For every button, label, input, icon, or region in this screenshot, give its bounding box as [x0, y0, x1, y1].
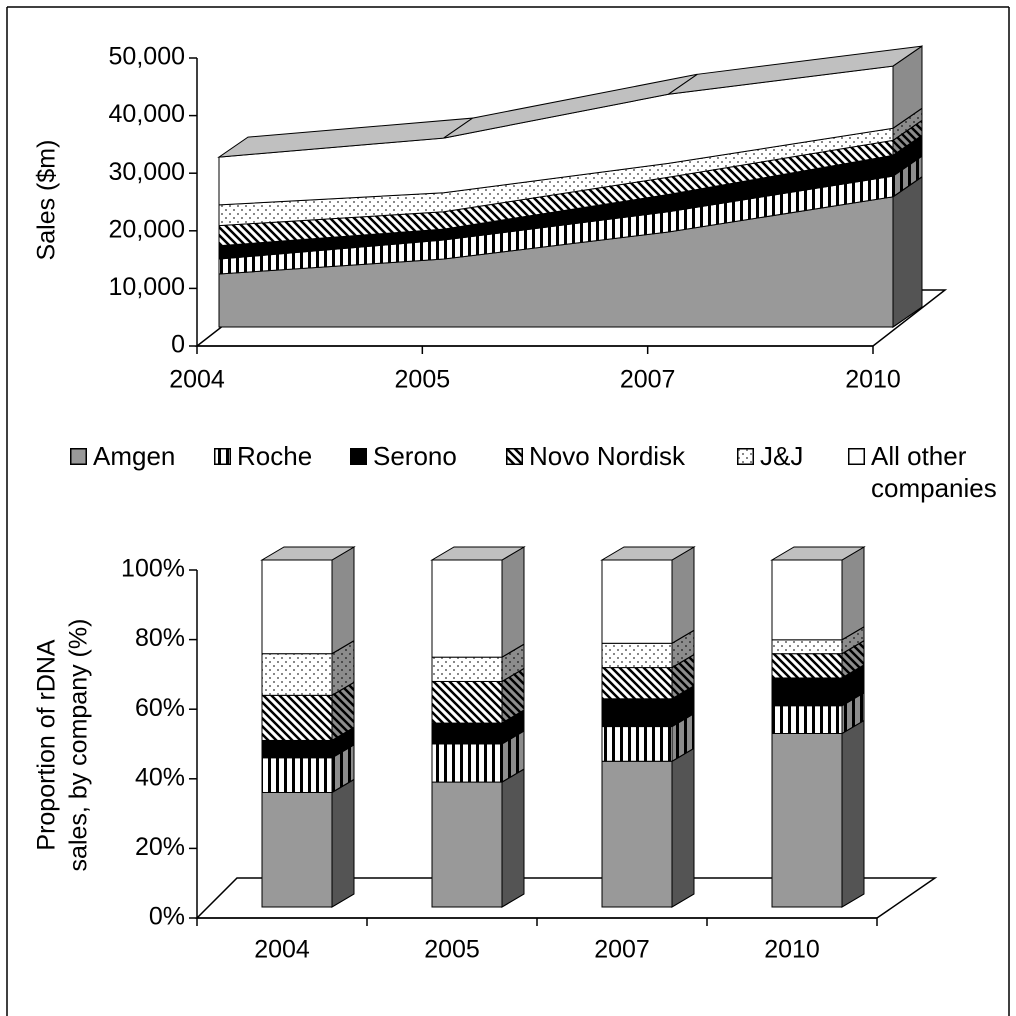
bar [601, 726, 673, 762]
legend-item: Amgen [70, 440, 175, 472]
bar [431, 722, 503, 745]
legend-item: Roche [214, 440, 312, 472]
bar [601, 642, 673, 669]
bar-top [430, 546, 526, 561]
x-tick-label: 2007 [620, 366, 676, 394]
side-shade [671, 747, 695, 908]
bar [771, 559, 843, 641]
bar-top [600, 546, 696, 561]
side-shade [331, 778, 355, 908]
bar [261, 757, 333, 793]
legend-swatch-rect [737, 448, 754, 465]
y-tick-label: 80% [135, 624, 185, 652]
top-face [668, 45, 923, 95]
bar-top [260, 546, 356, 561]
legend-item: Serono [350, 440, 457, 472]
legend-swatch [70, 448, 87, 465]
y-tick-label: 60% [135, 694, 185, 722]
side-shade [671, 546, 695, 645]
x-tick-label: 2007 [594, 936, 650, 964]
bar [771, 653, 843, 679]
legend-swatch-rect [350, 448, 367, 465]
x-tick-label: 2005 [424, 936, 480, 964]
legend-label: Novo Nordisk [529, 441, 686, 471]
bar [261, 694, 333, 741]
bar [601, 559, 673, 644]
legend-item: Novo Nordisk [506, 440, 685, 472]
legend-swatch [506, 448, 523, 465]
bar-top [770, 546, 866, 561]
bar [261, 791, 333, 908]
legend-swatch [737, 448, 754, 465]
legend-swatch-rect [70, 448, 87, 465]
legend-label: Serono [373, 441, 457, 471]
y-tick-label: 20% [135, 833, 185, 861]
y-axis-title: Sales ($m) [33, 140, 61, 261]
bar [261, 653, 333, 696]
side-shade [841, 546, 865, 641]
x-tick-label: 2004 [254, 936, 310, 964]
legend-label: Roche [237, 441, 313, 471]
legend-item: All other companies [848, 440, 1011, 504]
x-tick-label: 2005 [395, 366, 451, 394]
y-axis-title: sales, by company (%) [65, 619, 93, 872]
bar [601, 698, 673, 728]
y-tick-label: 40% [135, 763, 185, 791]
x-tick-label: 2010 [764, 936, 820, 964]
bar [431, 680, 503, 724]
side-shade [841, 719, 865, 908]
y-tick-label: 40,000 [109, 100, 185, 128]
y-axis-title: Proportion of rDNA [33, 639, 61, 851]
bar [431, 743, 503, 783]
bar [771, 639, 843, 655]
bar [771, 705, 843, 734]
legend-swatch-rect [506, 448, 523, 465]
bar [601, 760, 673, 908]
y-tick-label: 30,000 [109, 158, 185, 186]
bar [261, 739, 333, 759]
legend-swatch-rect [848, 448, 865, 465]
x-tick-label: 2010 [845, 366, 901, 394]
side-shade [892, 175, 923, 328]
y-tick-label: 100% [121, 555, 185, 583]
x-tick-label: 2004 [169, 366, 225, 394]
y-tick-label: 50,000 [109, 43, 185, 71]
legend-label: Amgen [93, 441, 176, 471]
y-tick-label: 0% [149, 903, 185, 931]
legend-label: All other companies [871, 441, 997, 503]
side-shade [501, 546, 525, 659]
y-tick-label: 0 [171, 331, 185, 359]
bar [771, 677, 843, 707]
bar [261, 559, 333, 655]
legend-label: J&J [760, 441, 804, 471]
y-tick-label: 10,000 [109, 273, 185, 301]
legend-item: J&J [737, 440, 803, 472]
side-shade [331, 546, 355, 655]
legend-swatch [848, 448, 865, 465]
bar [601, 667, 673, 700]
legend-swatch [350, 448, 367, 465]
legend-swatch-rect [214, 448, 231, 465]
bar [431, 781, 503, 908]
side-shade [501, 768, 525, 908]
bar [431, 656, 503, 682]
y-tick-label: 20,000 [109, 215, 185, 243]
legend-swatch [214, 448, 231, 465]
bar [771, 733, 843, 908]
bar [431, 559, 503, 658]
